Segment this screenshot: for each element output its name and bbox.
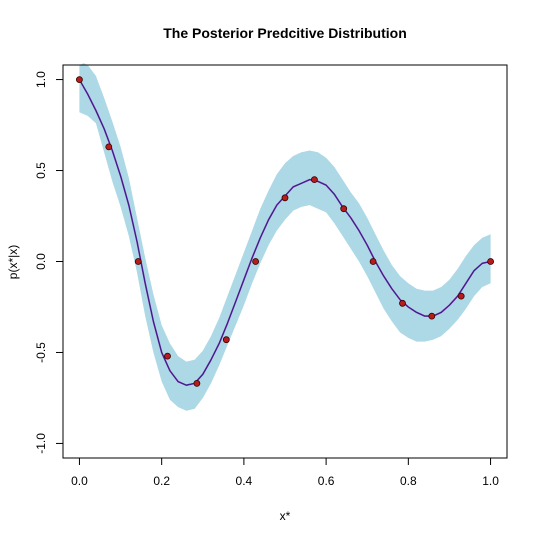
y-tick-label: -0.5 — [34, 342, 48, 363]
observed-point — [487, 258, 495, 265]
observed-points-layer — [76, 76, 495, 387]
credible-band-layer — [79, 63, 491, 411]
x-axis-label: x* — [280, 509, 291, 523]
observed-point — [457, 292, 465, 300]
y-axis: -1.0 -0.5 0.0 0.5 1.0 — [34, 71, 64, 454]
x-tick-label: 0.4 — [236, 474, 253, 488]
y-tick-label: -1.0 — [34, 433, 48, 454]
chart-title: The Posterior Predcitive Distribution — [163, 25, 407, 41]
x-axis: 0.0 0.2 0.4 0.6 0.8 1.0 — [71, 457, 499, 488]
x-tick-label: 0.0 — [71, 474, 88, 488]
observed-point — [134, 258, 142, 265]
observed-point — [281, 194, 289, 202]
observed-point — [105, 143, 113, 151]
observed-point — [428, 312, 436, 320]
x-tick-label: 0.6 — [318, 474, 335, 488]
observed-point — [252, 258, 260, 265]
y-tick-label: 1.0 — [34, 71, 48, 88]
credible-band — [79, 63, 491, 411]
x-tick-label: 0.8 — [400, 474, 417, 488]
observed-point — [369, 258, 377, 265]
observed-point — [164, 352, 171, 360]
y-axis-label: p(x*|x) — [6, 245, 20, 279]
observed-point — [193, 379, 201, 387]
plot-frame — [62, 64, 508, 459]
observed-point — [222, 336, 230, 344]
observed-point — [340, 205, 348, 213]
y-tick-label: 0.5 — [34, 162, 48, 179]
observed-point — [399, 299, 406, 307]
x-tick-label: 0.2 — [153, 474, 170, 488]
observed-point — [310, 176, 318, 184]
x-tick-label: 1.0 — [482, 474, 499, 488]
y-tick-label: 0.0 — [34, 253, 48, 270]
observed-point — [76, 76, 83, 83]
